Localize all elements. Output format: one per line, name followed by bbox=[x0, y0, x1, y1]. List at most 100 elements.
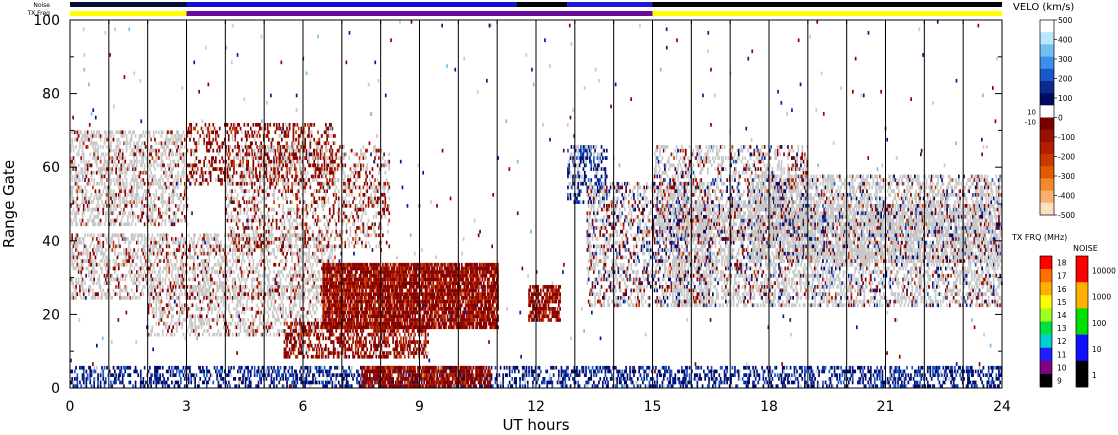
scatter-cell bbox=[276, 222, 278, 226]
scatter-cell bbox=[289, 156, 291, 160]
scatter-cell bbox=[96, 160, 98, 164]
scatter-cell bbox=[240, 318, 242, 322]
scatter-cell bbox=[194, 278, 196, 282]
scatter-cell bbox=[240, 322, 242, 326]
scatter-cell bbox=[126, 274, 128, 278]
scatter-cell bbox=[163, 256, 165, 260]
scatter-cell bbox=[136, 263, 138, 267]
scatter-cell bbox=[328, 164, 330, 168]
scatter-cell bbox=[330, 145, 332, 149]
scatter-cell bbox=[266, 215, 268, 219]
scatter-cell bbox=[281, 193, 283, 197]
scatter-cell bbox=[202, 182, 204, 186]
scatter-cell bbox=[366, 167, 368, 171]
scatter-cell bbox=[254, 138, 256, 142]
scatter-cell bbox=[83, 241, 85, 245]
scatter-cell bbox=[105, 130, 107, 134]
scatter-cell bbox=[324, 171, 326, 175]
scatter-cell bbox=[258, 263, 260, 267]
scatter-cell bbox=[294, 333, 296, 337]
scatter-cell bbox=[233, 289, 235, 293]
scatter-cell bbox=[286, 127, 288, 131]
scatter-cell bbox=[172, 167, 174, 171]
scatter-cell bbox=[105, 134, 107, 138]
scatter-cell bbox=[359, 175, 361, 179]
scatter-cell bbox=[246, 160, 248, 164]
scatter-cell bbox=[175, 292, 177, 296]
scatter-cell bbox=[215, 292, 217, 296]
scatter-cell bbox=[126, 149, 128, 153]
scatter-cell bbox=[180, 138, 182, 142]
scatter-cell bbox=[158, 252, 160, 256]
scatter-cell bbox=[254, 215, 256, 219]
scatter-cell bbox=[84, 130, 86, 134]
scatter-cell bbox=[183, 208, 185, 212]
scatter-cell bbox=[122, 130, 124, 134]
scatter-cell bbox=[83, 248, 85, 252]
scatter-cell bbox=[316, 149, 318, 153]
scatter-cell bbox=[214, 127, 216, 131]
scatter-cell bbox=[237, 141, 239, 145]
scatter-cell bbox=[334, 219, 336, 223]
scatter-cell bbox=[159, 178, 161, 182]
scatter-cell bbox=[131, 186, 133, 190]
scatter-cell bbox=[117, 219, 119, 223]
scatter-cell bbox=[114, 222, 116, 226]
scatter-cell bbox=[130, 267, 132, 271]
scatter-cell bbox=[166, 322, 168, 326]
scatter-cell bbox=[286, 259, 288, 263]
scatter-cell bbox=[79, 292, 81, 296]
scatter-cell bbox=[308, 248, 310, 252]
scatter-cell bbox=[180, 263, 182, 267]
scatter-cell bbox=[298, 289, 300, 293]
scatter-cell bbox=[284, 182, 286, 186]
scatter-cell bbox=[128, 270, 130, 274]
scatter-cell bbox=[294, 300, 296, 304]
scatter-cell bbox=[159, 278, 161, 282]
scatter-cell bbox=[299, 160, 301, 164]
scatter-cell bbox=[335, 226, 337, 230]
scatter-cell bbox=[355, 171, 357, 175]
scatter-cell bbox=[170, 160, 172, 164]
scatter-cell bbox=[190, 237, 192, 241]
scatter-cell bbox=[223, 160, 225, 164]
scatter-cell bbox=[104, 222, 106, 226]
scatter-cell bbox=[281, 149, 283, 153]
scatter-cell bbox=[232, 233, 234, 237]
scatter-cell bbox=[316, 178, 318, 182]
scatter-cell bbox=[165, 281, 167, 285]
scatter-cell bbox=[223, 259, 225, 263]
scatter-cell bbox=[232, 314, 234, 318]
scatter-cell bbox=[121, 208, 123, 212]
scatter-cell bbox=[251, 281, 253, 285]
scatter-cell bbox=[205, 289, 207, 293]
scatter-cell bbox=[227, 285, 229, 289]
scatter-cell bbox=[228, 333, 230, 337]
scatter-cell bbox=[238, 333, 240, 337]
scatter-cell bbox=[326, 167, 328, 171]
scatter-cell bbox=[201, 307, 203, 311]
scatter-cell bbox=[152, 211, 154, 215]
scatter-cell bbox=[139, 175, 141, 179]
scatter-cell bbox=[205, 292, 207, 296]
scatter-cell bbox=[334, 178, 336, 182]
scatter-cell bbox=[293, 289, 295, 293]
scatter-cell bbox=[216, 130, 218, 134]
scatter-cell bbox=[251, 314, 253, 318]
scatter-cell bbox=[71, 233, 73, 237]
scatter-cell bbox=[278, 153, 280, 157]
scatter-cell bbox=[326, 149, 328, 153]
scatter-cell bbox=[189, 248, 191, 252]
scatter-cell bbox=[78, 186, 80, 190]
scatter-cell bbox=[145, 222, 147, 226]
scatter-cell bbox=[300, 186, 302, 190]
scatter-cell bbox=[137, 237, 139, 241]
scatter-cell bbox=[165, 182, 167, 186]
scatter-cell bbox=[315, 274, 317, 278]
scatter-cell bbox=[241, 171, 243, 175]
scatter-cell bbox=[159, 237, 161, 241]
scatter-cell bbox=[101, 182, 103, 186]
scatter-cell bbox=[78, 263, 80, 267]
scatter-cell bbox=[215, 296, 217, 300]
scatter-cell bbox=[124, 156, 126, 160]
